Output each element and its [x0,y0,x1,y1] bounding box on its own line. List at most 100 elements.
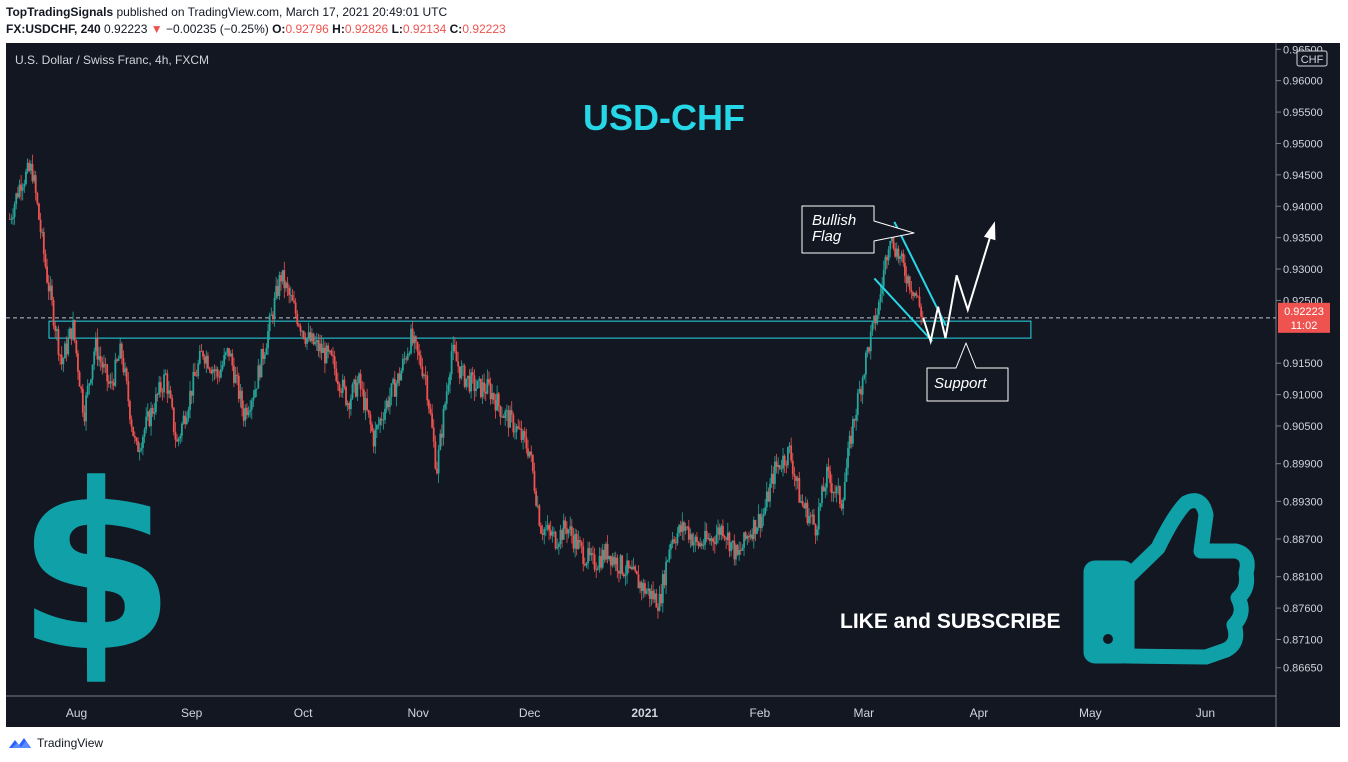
candle-body [174,431,177,440]
candle-body [570,526,573,536]
candle-body [338,384,341,392]
candle-body [59,354,61,356]
candle-body [866,347,869,353]
candle-body [452,344,455,352]
candle-body [704,530,706,545]
candle-body [148,411,151,427]
candle-body [67,337,70,355]
candle-body [429,408,432,414]
candle-body [172,407,175,432]
candle-body [138,449,141,452]
candle-body [666,560,669,562]
ohlc-legend: FX:USDCHF, 240 0.92223 ▼ −0.00235 (−0.25… [6,22,506,36]
candle-body [843,481,846,500]
candle-body [600,556,602,568]
candle-body [769,483,771,502]
candle-body [367,409,370,415]
candle-body [515,426,518,432]
candle-body [447,384,450,392]
candle-body [774,461,776,484]
candle-body [359,373,362,389]
candle-body [528,451,531,457]
candle-body [622,574,625,577]
candle-body [613,556,615,565]
footer-brand[interactable]: TradingView [8,736,103,750]
price-label: 0.92223 11:02 [1278,302,1330,333]
candle-body [146,411,149,417]
candle-body [293,300,295,303]
candle-body [481,382,484,398]
candle-body [10,218,13,220]
candle-body [120,343,123,358]
candle-body [405,358,408,360]
candle-body [850,435,853,444]
y-tick-label: 0.91500 [1283,358,1323,370]
time-axis[interactable]: Aug Sep Oct Nov Dec 2021 Feb Mar Apr May Jun [66,706,1215,720]
candle-body [478,378,481,381]
support-label: Support [934,375,987,392]
candle-body [197,363,200,377]
currency-badge: CHF [1301,54,1324,66]
price-chart[interactable]: U.S. Dollar / Swiss Franc, 4h, FXCM USD-… [6,43,1340,727]
candle-body [345,386,347,406]
candle-body [38,203,40,220]
candle-body [709,538,711,542]
candle-body [507,410,510,428]
candle-body [122,357,125,373]
candle-body [921,316,924,318]
candle-body [453,344,456,352]
candle-body [580,542,583,547]
candle-body [375,425,378,430]
candle-body [382,419,385,421]
down-arrow-icon: ▼ [150,22,163,36]
candle-body [510,410,513,415]
candle-body [642,583,645,591]
candle-body [129,401,131,420]
candle-body [743,532,745,548]
candle-body [388,397,391,408]
candle-body [268,315,271,332]
candle-body [164,373,167,375]
candle-body [497,393,500,406]
candle-body [244,407,247,421]
candle-body [652,590,654,600]
candle-body [835,486,838,494]
candle-body [722,525,724,536]
candle-body [561,529,563,540]
candle-body [304,338,307,344]
open-label: O: [272,22,286,36]
candle-body [42,231,45,254]
price-label-value: 0.92223 [1284,306,1324,318]
candle-body [834,492,836,494]
price-axis[interactable]: 0.965000.960000.955000.950000.945000.940… [1276,44,1323,675]
candle-body [117,358,120,361]
candle-body [618,571,620,574]
candle-body [660,593,663,604]
candle-body [361,388,364,390]
candle-body [492,393,495,400]
candle-body [431,413,434,428]
candle-body [609,555,612,566]
candle-body [424,374,427,376]
candle-body [759,514,762,529]
candle-body [746,536,749,539]
candle-body [233,365,235,383]
candle-body [252,397,255,401]
candle-body [377,424,380,426]
candle-body [847,448,849,468]
candle-body [749,534,752,538]
candle-body [879,294,882,302]
candle-body [320,343,323,353]
candle-body [322,347,325,353]
thumb-cuff-dot [1103,634,1113,644]
candle-body [473,375,476,392]
candle-body [106,364,109,382]
candle-body [55,329,58,332]
x-tick-label: Feb [749,706,770,720]
candle-body [161,391,164,393]
candle-body [694,536,697,542]
y-tick-label: 0.89900 [1283,459,1323,471]
x-tick-label: Dec [519,706,540,720]
candle-body [439,433,442,450]
publisher-name[interactable]: TopTradingSignals [6,5,114,19]
